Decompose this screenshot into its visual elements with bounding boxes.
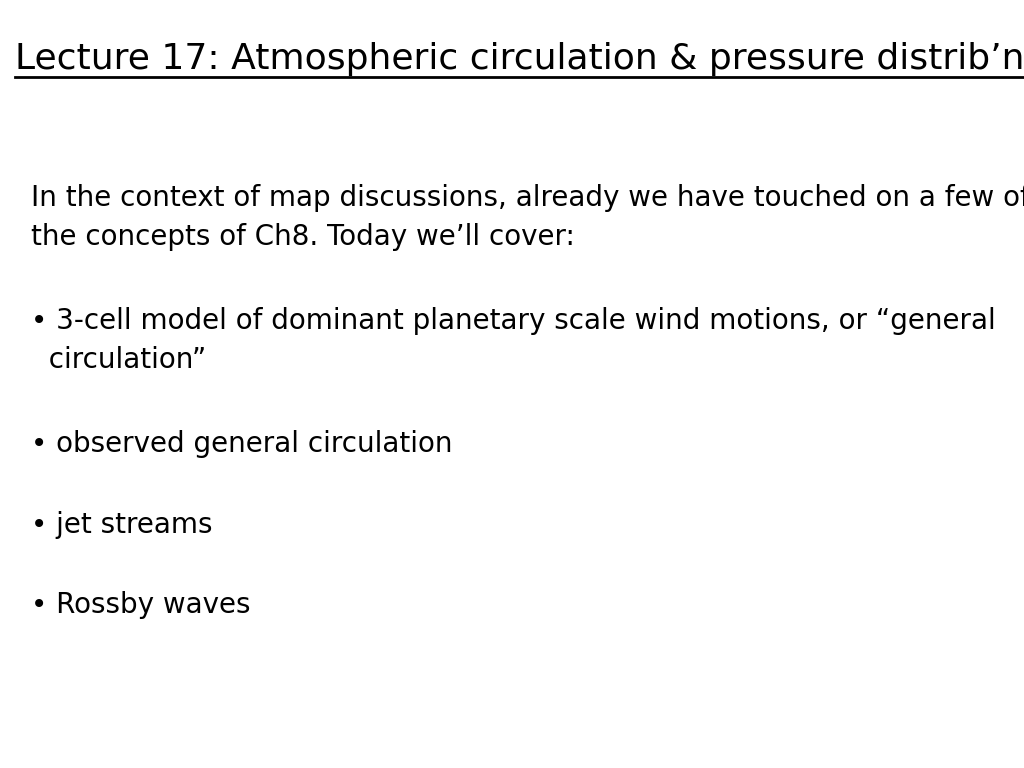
Text: • Rossby waves: • Rossby waves (31, 591, 250, 619)
Text: • 3-cell model of dominant planetary scale wind motions, or “general
  circulati: • 3-cell model of dominant planetary sca… (31, 307, 995, 374)
Text: • observed general circulation: • observed general circulation (31, 430, 453, 458)
Text: In the context of map discussions, already we have touched on a few of
the conce: In the context of map discussions, alrea… (31, 184, 1024, 251)
Text: • jet streams: • jet streams (31, 511, 212, 538)
Text: Lecture 17: Atmospheric circulation & pressure distrib’ns: Lecture 17: Atmospheric circulation & pr… (15, 42, 1024, 76)
